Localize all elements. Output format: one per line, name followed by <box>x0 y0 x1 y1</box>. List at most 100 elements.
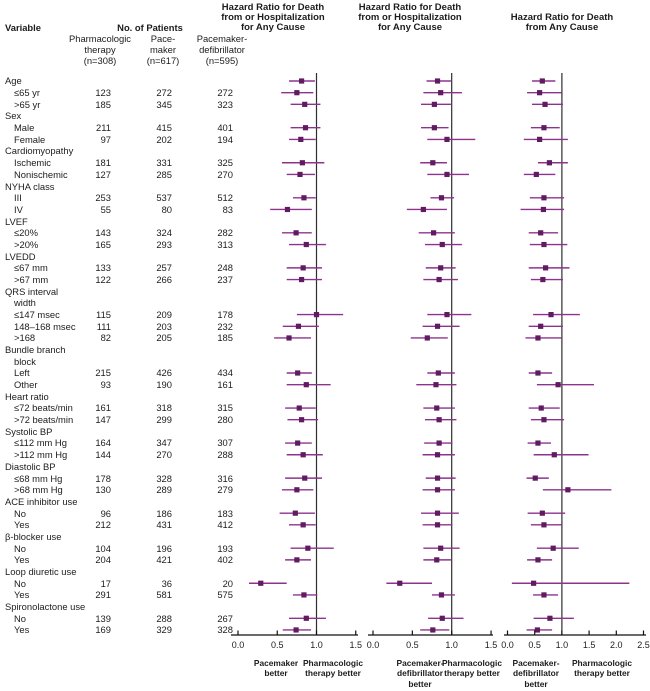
variable-group-label: NYHA class <box>5 180 55 192</box>
hazard-ratio-marker <box>541 592 547 598</box>
hazard-ratio-marker <box>439 615 445 621</box>
patient-count: 347 <box>156 437 172 449</box>
patient-count: 512 <box>217 192 233 204</box>
hazard-ratio-marker <box>300 522 306 528</box>
patient-count: 537 <box>156 192 172 204</box>
patient-count: 272 <box>156 87 172 99</box>
patient-count: 93 <box>100 379 111 391</box>
hazard-ratio-marker <box>547 615 553 621</box>
patient-count: 331 <box>156 157 172 169</box>
patient-count: 202 <box>156 133 172 145</box>
hazard-ratio-marker <box>551 452 557 458</box>
patient-count: 328 <box>156 472 172 484</box>
hazard-ratio-marker <box>284 206 291 213</box>
better-direction-label-left: Pacemaker- <box>396 658 444 668</box>
better-direction-label-right: therapy better <box>444 668 500 679</box>
patient-count: 282 <box>217 227 233 239</box>
hazard-ratio-marker <box>444 171 450 178</box>
hazard-ratio-marker <box>302 125 309 131</box>
hazard-ratio-marker <box>298 276 305 283</box>
hazard-ratio-marker <box>293 627 299 633</box>
hazard-ratio-marker <box>541 125 547 131</box>
x-axis-tick-label: 2.5 <box>637 639 650 650</box>
patient-count: 123 <box>95 87 111 99</box>
panel-title: for Any Cause <box>240 21 306 33</box>
patient-count: 270 <box>217 168 233 180</box>
subgroup-label: >72 beats/min <box>14 414 74 426</box>
better-direction-label-left: defibrillator <box>512 668 560 679</box>
patients-subcolumn-header: Pace- <box>150 33 176 44</box>
variable-group-label: ACE inhibitor use <box>5 495 78 507</box>
patient-count: 289 <box>156 484 172 496</box>
hazard-ratio-marker <box>438 592 445 598</box>
patient-count: 325 <box>217 157 233 169</box>
x-axis-tick-label: 1.0 <box>445 639 458 650</box>
subgroup-label: ≤147 msec <box>14 309 60 320</box>
hazard-ratio-marker <box>295 370 301 376</box>
subgroup-label: Yes <box>14 589 30 601</box>
hazard-ratio-marker <box>434 487 441 493</box>
hazard-ratio-marker <box>302 475 308 481</box>
hazard-ratio-marker <box>438 195 445 201</box>
hazard-ratio-marker <box>540 276 546 283</box>
hazard-ratio-marker <box>298 78 305 84</box>
patient-count: 161 <box>217 379 233 391</box>
hazard-ratio-marker <box>540 206 547 213</box>
patient-count: 169 <box>95 624 111 636</box>
hazard-ratio-marker <box>538 230 544 236</box>
hazard-ratio-marker <box>536 90 543 96</box>
patient-count: 345 <box>156 98 172 110</box>
hazard-ratio-marker <box>548 312 554 318</box>
x-axis-tick-label: 1.0 <box>555 639 569 650</box>
hazard-ratio-marker <box>535 370 541 376</box>
hazard-ratio-marker <box>313 312 320 318</box>
variable-group-label: block <box>14 355 36 367</box>
subgroup-label: >65 yr <box>14 98 41 110</box>
hazard-ratio-marker <box>294 90 300 96</box>
better-direction-label-left: better <box>524 678 548 689</box>
hazard-ratio-marker <box>541 241 547 248</box>
patient-count: 329 <box>156 624 172 636</box>
patients-subcolumn-header: maker <box>149 43 177 55</box>
patient-count: 130 <box>95 484 111 496</box>
x-axis-tick-label: 0.0 <box>231 639 245 650</box>
hazard-ratio-marker <box>435 370 441 376</box>
hazard-ratio-marker <box>536 136 543 142</box>
patient-count: 196 <box>156 542 172 554</box>
hazard-ratio-marker <box>434 510 441 516</box>
hazard-ratio-marker <box>299 160 305 166</box>
hazard-ratio-marker <box>424 335 430 341</box>
hazard-ratio-marker <box>303 615 309 621</box>
hazard-ratio-marker <box>298 136 304 142</box>
patient-count: 139 <box>95 612 111 624</box>
hazard-ratio-marker <box>434 475 441 481</box>
better-direction-label-right: Pharmacologic <box>571 658 633 668</box>
patient-count: 248 <box>217 262 233 274</box>
patient-count: 183 <box>217 507 233 519</box>
patient-count: 185 <box>217 332 233 344</box>
subgroup-label: >67 mm <box>14 273 49 285</box>
hazard-ratio-marker <box>550 545 556 551</box>
patient-count: 581 <box>156 589 172 601</box>
patient-count: 288 <box>156 612 172 624</box>
hazard-ratio-marker <box>431 125 437 131</box>
patient-count: 313 <box>217 238 233 250</box>
patient-count: 190 <box>156 379 172 391</box>
hazard-ratio-marker <box>439 241 445 248</box>
hazard-ratio-marker <box>302 101 308 107</box>
subgroup-label: No <box>14 577 26 589</box>
hazard-ratio-marker <box>397 580 403 586</box>
hazard-ratio-marker <box>305 545 311 551</box>
patient-count: 83 <box>222 203 233 215</box>
x-axis-tick-label: 0.5 <box>270 639 284 650</box>
subgroup-label: ≤68 mm Hg <box>14 472 63 484</box>
patients-subcolumn-header: (n=617) <box>146 54 180 66</box>
patient-count: 127 <box>95 168 111 180</box>
patient-count: 143 <box>95 227 111 239</box>
better-direction-label-right: Pharmacologic <box>302 658 364 668</box>
patient-count: 267 <box>217 612 233 624</box>
hazard-ratio-marker <box>534 627 541 633</box>
subgroup-label: III <box>14 192 22 204</box>
